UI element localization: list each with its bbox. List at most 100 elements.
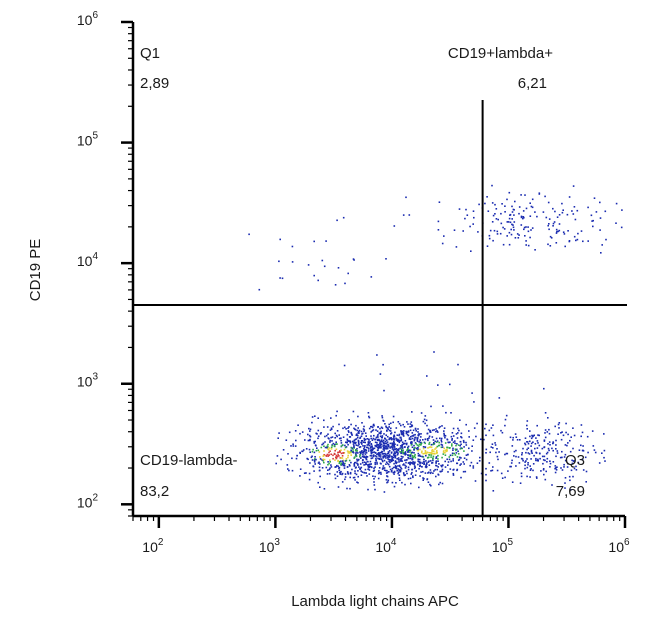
event-dot	[517, 237, 520, 239]
event-dot	[428, 454, 430, 456]
event-dot	[363, 446, 366, 449]
event-dot	[531, 452, 533, 454]
event-dot	[382, 457, 384, 459]
event-dot	[587, 451, 589, 454]
event-dot	[538, 452, 541, 455]
event-dot	[400, 468, 403, 470]
event-dot	[361, 440, 364, 442]
event-dot	[392, 471, 395, 474]
event-dot	[501, 477, 504, 479]
event-dot	[507, 221, 510, 223]
event-dot	[307, 458, 309, 461]
event-dot	[387, 455, 390, 457]
event-dot	[463, 450, 465, 452]
event-dot	[527, 244, 530, 247]
event-dot	[411, 462, 413, 464]
event-dot	[377, 436, 379, 438]
event-dot	[348, 459, 351, 462]
event-dot	[397, 459, 400, 461]
event-dot	[369, 441, 371, 443]
event-dot	[437, 229, 440, 231]
event-dot	[379, 373, 382, 375]
event-dot	[485, 448, 488, 451]
event-dot	[334, 432, 336, 435]
event-dot	[503, 228, 506, 230]
event-dot	[411, 455, 414, 457]
event-dot	[346, 450, 349, 452]
event-dot	[430, 446, 433, 449]
event-dot	[389, 442, 392, 445]
event-dot	[393, 440, 395, 443]
event-dot	[386, 456, 389, 459]
event-dot	[427, 428, 430, 431]
event-dot	[299, 475, 301, 477]
event-dot	[433, 429, 435, 431]
event-dot	[391, 446, 394, 449]
event-dot	[603, 456, 605, 459]
event-dot	[440, 464, 442, 467]
event-dot	[420, 451, 423, 454]
event-dot	[395, 461, 397, 464]
event-dot	[460, 457, 462, 459]
event-dot	[386, 471, 389, 474]
event-dot	[344, 426, 346, 429]
event-dot	[375, 459, 377, 461]
event-dot	[391, 455, 393, 458]
event-dot	[297, 424, 299, 426]
quadrant-q3-value: 7,69	[556, 483, 585, 500]
event-dot	[387, 463, 390, 466]
event-dot	[418, 432, 420, 435]
event-dot	[385, 457, 387, 459]
event-dot	[572, 460, 575, 462]
event-dot	[479, 456, 481, 459]
event-dot	[460, 436, 463, 439]
event-dot	[409, 449, 412, 452]
event-dot	[330, 446, 333, 449]
event-dot	[323, 419, 325, 422]
event-dot	[356, 458, 358, 461]
event-dot	[522, 216, 525, 218]
event-dot	[380, 430, 382, 433]
event-dot	[369, 454, 372, 457]
event-dot	[356, 448, 358, 450]
event-dot	[366, 446, 368, 449]
event-dot	[278, 260, 280, 263]
event-dot	[333, 443, 336, 446]
event-dot	[414, 446, 416, 449]
event-dot	[441, 446, 444, 448]
event-dot	[468, 436, 470, 438]
event-dot	[295, 457, 298, 460]
event-dot	[571, 462, 574, 465]
event-dot	[507, 470, 509, 472]
event-dot	[288, 431, 291, 434]
event-dot	[408, 457, 410, 460]
event-dot	[403, 446, 406, 448]
event-dot	[357, 415, 359, 418]
event-dot	[361, 450, 363, 452]
event-dot	[492, 490, 495, 492]
event-dot	[413, 448, 415, 451]
event-dot	[385, 434, 387, 436]
event-dot	[506, 235, 508, 237]
event-dot	[417, 428, 419, 430]
event-dot	[547, 417, 549, 419]
event-dot	[413, 444, 415, 447]
event-dot	[428, 441, 431, 444]
event-dot	[513, 221, 516, 223]
event-dot	[321, 459, 323, 461]
event-dot	[350, 432, 352, 434]
event-dot	[457, 453, 460, 455]
event-dot	[462, 439, 465, 442]
event-dot	[354, 467, 357, 469]
event-dot	[574, 218, 577, 221]
event-dot	[456, 456, 459, 458]
event-dot	[420, 433, 422, 435]
event-dot	[455, 449, 457, 452]
event-dot	[480, 438, 482, 441]
event-dot	[429, 429, 431, 432]
event-dot	[435, 465, 438, 467]
event-dot	[518, 234, 520, 236]
event-dot	[334, 466, 336, 468]
event-dot	[358, 458, 360, 461]
event-dot	[569, 450, 572, 453]
